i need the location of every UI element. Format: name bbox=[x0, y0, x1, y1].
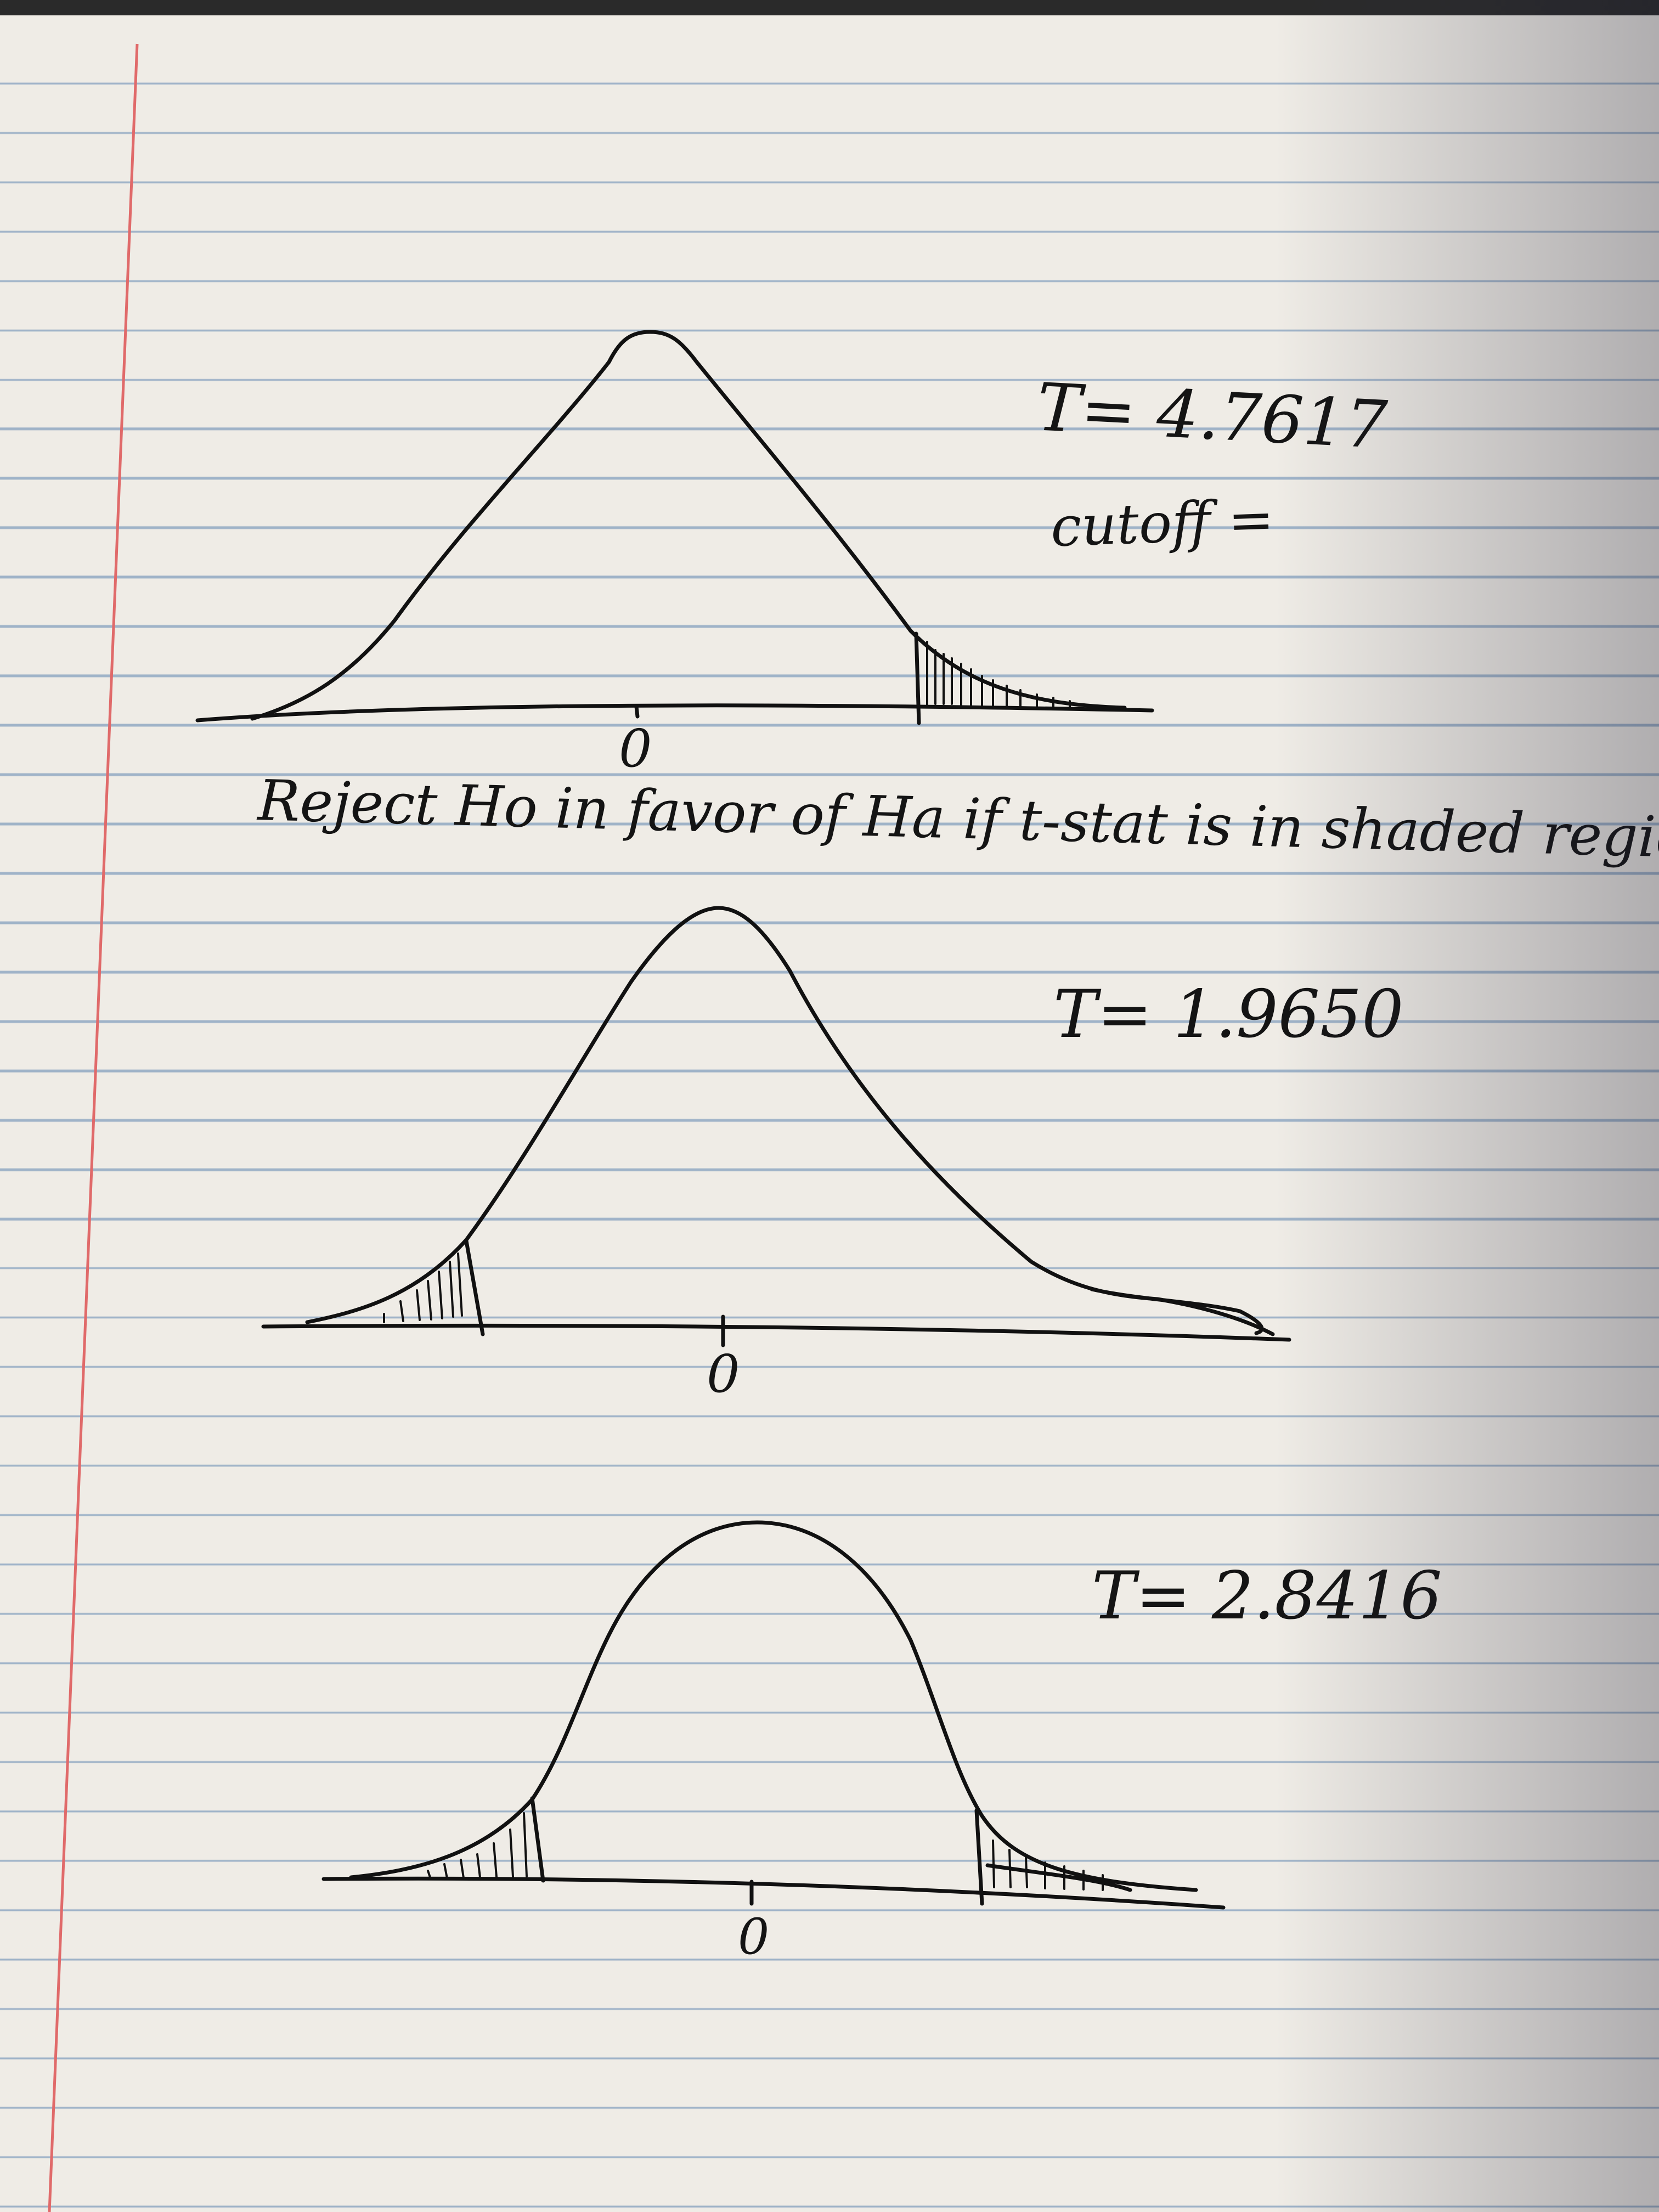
diagram-2-left-tailed bbox=[261, 906, 1291, 1347]
diagram-1-right-tailed bbox=[195, 330, 1154, 725]
diagram-1-cutoff-label: cutoff = bbox=[1049, 487, 1276, 560]
diagram-3-two-sided bbox=[321, 1520, 1226, 1910]
diagram-1-bell-curve bbox=[250, 330, 1127, 721]
diagram-2-shaded-region bbox=[383, 1252, 463, 1323]
diagram-1-center-tick bbox=[634, 704, 640, 719]
diagram-3-bell-curve bbox=[349, 1520, 1198, 1892]
diagram-2-axis bbox=[261, 1323, 1291, 1342]
diagram-3-left-cutoff-line bbox=[530, 1796, 545, 1883]
diagram-3-center-label: 0 bbox=[738, 1908, 770, 1966]
diagram-1-shaded-region bbox=[926, 641, 1071, 708]
diagram-1-center-label: 0 bbox=[619, 719, 652, 779]
diagram-2-center-label: 0 bbox=[707, 1344, 740, 1404]
diagram-2-cutoff-line bbox=[464, 1239, 485, 1336]
diagram-2-t-statistic: T= 1.9650 bbox=[1053, 977, 1404, 1053]
diagram-3-left-shaded-region bbox=[427, 1812, 528, 1880]
diagram-1-cutoff-line bbox=[914, 631, 921, 725]
diagram-3-right-shaded-region bbox=[992, 1839, 1104, 1891]
diagram-3-right-cutoff-line bbox=[974, 1808, 984, 1906]
diagram-2-bell-curve bbox=[305, 906, 1275, 1336]
diagram-1-axis bbox=[195, 703, 1154, 723]
notebook-paper bbox=[0, 15, 1659, 2212]
diagram-3-axis bbox=[321, 1876, 1226, 1910]
diagram-3-t-statistic: T= 2.8416 bbox=[1092, 1558, 1442, 1634]
